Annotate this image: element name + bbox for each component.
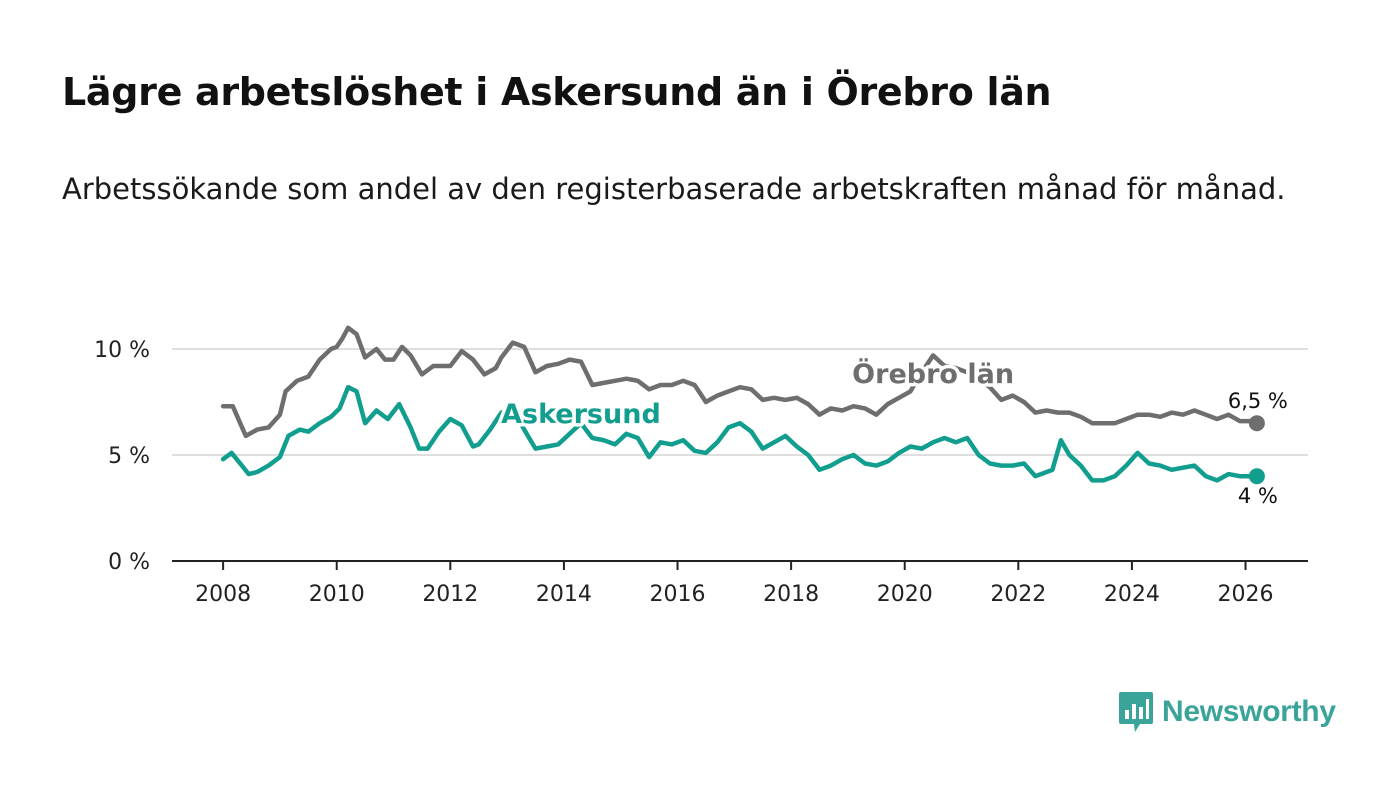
y-tick-label: 5 % <box>108 444 150 469</box>
end-value-label: 6,5 % <box>1228 389 1288 413</box>
axes: 0 % 5 % 10 % 2008 2010 2012 2014 2016 2018 2020 20… <box>94 338 1308 607</box>
x-tick-label: 2012 <box>422 582 478 607</box>
x-tick-label: 2024 <box>1104 582 1160 607</box>
series-name-label: Örebro län <box>852 357 1014 390</box>
end-point-marker <box>1248 415 1265 432</box>
x-tick-label: 2018 <box>763 582 819 607</box>
x-tick-label: 2008 <box>195 582 251 607</box>
end-point-marker <box>1248 468 1265 485</box>
series-line-askersund <box>220 384 1260 483</box>
chart-title: Lägre arbetslöshet i Askersund än i Öreb… <box>62 70 1052 114</box>
x-tick-label: 2016 <box>650 582 706 607</box>
newsworthy-chart-icon <box>1119 692 1153 732</box>
chart-subtitle: Arbetssökande som andel av den registerb… <box>62 172 1286 206</box>
series-lines <box>220 325 1265 485</box>
x-tick-label: 2026 <box>1218 582 1274 607</box>
brand-name: Newsworthy <box>1162 695 1336 728</box>
x-tick-label: 2020 <box>877 582 933 607</box>
end-value-label: 4 % <box>1238 484 1278 508</box>
x-tick-label: 2014 <box>536 582 592 607</box>
newsworthy-logo[interactable]: Newsworthy <box>1118 690 1336 734</box>
y-tick-label: 0 % <box>108 550 150 575</box>
x-tick-label: 2010 <box>309 582 365 607</box>
series-line--rebro-l-n <box>220 325 1260 439</box>
x-tick-label: 2022 <box>990 582 1046 607</box>
y-tick-label: 10 % <box>94 338 150 363</box>
series-name-label: Askersund <box>501 399 661 430</box>
series-labels: 6,5 % 4 % Örebro län Askersund <box>498 353 1288 508</box>
